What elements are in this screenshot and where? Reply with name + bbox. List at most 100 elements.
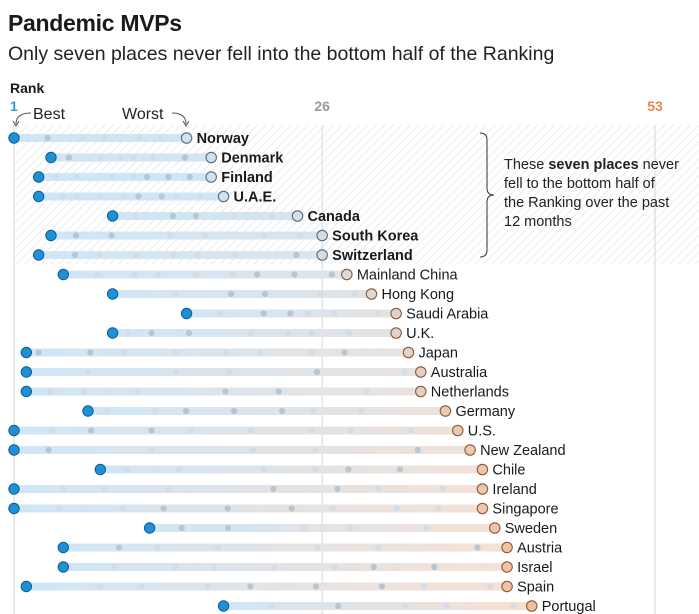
row-australia: Australia bbox=[20, 365, 488, 381]
country-label: U.A.E. bbox=[234, 190, 277, 206]
intermediate-dot bbox=[157, 134, 164, 142]
row-netherlands: Netherlands bbox=[20, 385, 509, 401]
intermediate-dot bbox=[423, 524, 430, 532]
best-label: Best bbox=[33, 106, 66, 123]
intermediate-dot bbox=[120, 193, 127, 200]
row-germany: Germany bbox=[82, 404, 516, 420]
intermediate-dot bbox=[187, 427, 194, 434]
row-norway: Norway bbox=[8, 131, 249, 147]
intermediate-dot bbox=[357, 407, 365, 415]
intermediate-dot bbox=[192, 271, 199, 278]
intermediate-dot bbox=[45, 446, 52, 454]
worst-rank-dot bbox=[341, 268, 353, 281]
country-label: U.K. bbox=[406, 326, 434, 342]
worst-rank-dot bbox=[464, 444, 476, 456]
worst-rank-dot bbox=[316, 249, 328, 261]
intermediate-dot bbox=[308, 329, 315, 337]
best-rank-dot bbox=[20, 385, 33, 398]
worst-rank-dot bbox=[501, 580, 513, 593]
intermediate-dot bbox=[133, 251, 140, 259]
range-bar bbox=[112, 329, 397, 337]
annotation-span-1-2: seven places bbox=[548, 157, 638, 173]
worst-rank-dot bbox=[452, 424, 464, 437]
country-label: New Zealand bbox=[480, 443, 565, 459]
intermediate-dot bbox=[108, 173, 116, 181]
worst-rank-dot bbox=[525, 600, 538, 612]
annotation-span-4-1: 12 months bbox=[504, 214, 572, 230]
best-rank-dot bbox=[45, 229, 57, 242]
intermediate-dot bbox=[260, 232, 268, 239]
annotation-line-3: the Ranking over the past bbox=[504, 195, 669, 211]
intermediate-dot bbox=[185, 329, 193, 337]
intermediate-dot bbox=[486, 583, 494, 590]
country-label: Sweden bbox=[505, 521, 557, 537]
worst-rank-dot bbox=[415, 366, 427, 378]
best-rank-dot bbox=[32, 190, 45, 203]
row-japan: Japan bbox=[20, 346, 458, 362]
intermediate-dot bbox=[192, 212, 200, 220]
row-south-korea: South Korea bbox=[45, 229, 419, 245]
intermediate-dot bbox=[300, 524, 308, 532]
intermediate-dot bbox=[186, 173, 193, 181]
row-switzerland: Switzerland bbox=[32, 248, 413, 264]
range-bar bbox=[14, 134, 187, 142]
intermediate-dot bbox=[393, 505, 400, 512]
intermediate-dot bbox=[85, 368, 92, 376]
range-bar bbox=[63, 543, 508, 552]
intermediate-dot bbox=[149, 154, 156, 161]
intermediate-dot bbox=[414, 446, 421, 454]
best-rank-dot bbox=[8, 483, 20, 495]
intermediate-dot bbox=[296, 232, 303, 239]
intermediate-dot bbox=[293, 251, 300, 259]
intermediate-dot bbox=[79, 134, 86, 142]
intermediate-dot bbox=[328, 271, 335, 278]
intermediate-dot bbox=[439, 485, 446, 493]
country-label: Canada bbox=[308, 209, 361, 225]
worst-rank-dot bbox=[415, 385, 427, 398]
worst-rank-dot bbox=[316, 229, 328, 242]
country-label: Portugal bbox=[542, 599, 596, 614]
best-rank-dot bbox=[20, 346, 33, 359]
intermediate-dot bbox=[96, 583, 103, 590]
best-rank-dot bbox=[106, 327, 119, 339]
intermediate-dot bbox=[171, 349, 179, 356]
intermediate-dot bbox=[317, 290, 324, 298]
worst-rank-dot bbox=[205, 171, 217, 183]
best-rank-dot bbox=[8, 444, 20, 456]
intermediate-dot bbox=[401, 368, 408, 376]
intermediate-dot bbox=[172, 290, 179, 298]
intermediate-dot bbox=[271, 563, 278, 571]
intermediate-dot bbox=[374, 310, 382, 317]
intermediate-dot bbox=[155, 271, 162, 278]
range-bar bbox=[14, 446, 471, 454]
intermediate-dot bbox=[431, 563, 438, 571]
intermediate-dot bbox=[260, 466, 267, 473]
best-rank-dot bbox=[8, 502, 20, 515]
chart-title: Pandemic MVPs bbox=[8, 10, 182, 36]
range-bar bbox=[112, 290, 372, 298]
annotation-span-2-1: fell to the bottom half of bbox=[504, 176, 656, 192]
best-rank-dot bbox=[143, 522, 156, 534]
intermediate-dot bbox=[148, 329, 155, 337]
intermediate-dot bbox=[181, 154, 189, 161]
annotation-line-4: 12 months bbox=[504, 214, 572, 230]
intermediate-dot bbox=[59, 193, 66, 200]
range-bar bbox=[112, 212, 298, 220]
intermediate-dot bbox=[434, 505, 442, 512]
intermediate-dot bbox=[101, 134, 108, 142]
intermediate-dot bbox=[120, 349, 127, 356]
intermediate-dot bbox=[196, 193, 203, 200]
country-label: Denmark bbox=[221, 151, 284, 167]
range-bar bbox=[26, 348, 409, 357]
best-rank-dot bbox=[20, 580, 33, 593]
row-singapore: Singapore bbox=[8, 502, 559, 518]
intermediate-dot bbox=[270, 485, 277, 493]
intermediate-dot bbox=[313, 368, 321, 376]
intermediate-dot bbox=[204, 583, 212, 590]
tick-label-53: 53 bbox=[647, 98, 663, 114]
country-label: Israel bbox=[517, 560, 552, 576]
best-rank-dot bbox=[45, 151, 57, 164]
intermediate-dot bbox=[309, 407, 317, 415]
intermediate-dot bbox=[284, 329, 291, 337]
intermediate-dot bbox=[421, 583, 428, 590]
